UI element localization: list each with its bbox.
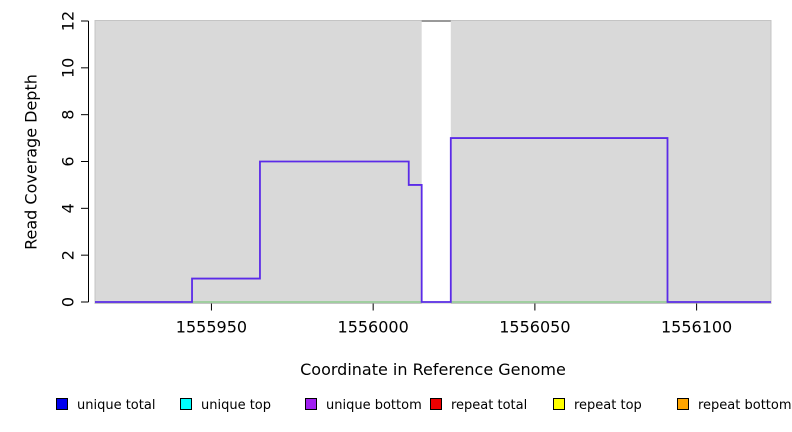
y-tick-label: 12 (59, 11, 78, 31)
gap-band (421, 22, 451, 304)
legend-item-unique-total: unique total (56, 398, 155, 413)
legend-label: unique bottom (326, 398, 422, 413)
x-tick-label: 1555950 (176, 318, 247, 337)
legend-label: unique top (201, 398, 272, 413)
legend-swatch (180, 398, 192, 410)
legend-item-unique-bottom: unique bottom (305, 398, 422, 413)
legend-label: repeat bottom (698, 398, 792, 413)
y-tick-label: 4 (59, 203, 78, 213)
legend-label: repeat top (574, 398, 642, 413)
legend-item-unique-top: unique top (180, 398, 271, 413)
legend-item-repeat-bottom: repeat bottom (677, 398, 792, 413)
y-tick-label: 0 (59, 297, 78, 307)
legend-item-repeat-total: repeat total (430, 398, 527, 413)
y-axis-title: Read Coverage Depth (21, 74, 41, 250)
y-tick-label: 2 (59, 250, 78, 260)
x-axis-title: Coordinate in Reference Genome (300, 360, 566, 379)
series-line-unique-coverage (95, 137, 771, 303)
legend-swatch (430, 398, 442, 410)
legend-label: repeat total (451, 398, 528, 413)
y-axis: 0 2 4 6 8 10 12 (59, 11, 89, 307)
x-axis: 1555950 1556000 1556050 1556100 (176, 303, 732, 337)
legend: unique total unique top unique bottom repea… (0, 398, 792, 418)
x-tick-label: 1556100 (661, 318, 732, 337)
legend-item-repeat-top: repeat top (553, 398, 642, 413)
legend-swatch (56, 398, 68, 410)
y-tick-label: 6 (59, 156, 78, 166)
y-tick-label: 8 (59, 110, 78, 120)
legend-swatch (677, 398, 689, 410)
legend-swatch (305, 398, 317, 410)
coverage-chart: 0 2 4 6 8 10 12 1555950 1556000 1556050 1556100 (59, 11, 772, 337)
x-tick-label: 1556050 (499, 318, 570, 337)
legend-label: unique total (77, 398, 156, 413)
y-tick-label: 10 (59, 58, 78, 78)
legend-swatch (553, 398, 565, 410)
x-tick-label: 1556000 (338, 318, 409, 337)
